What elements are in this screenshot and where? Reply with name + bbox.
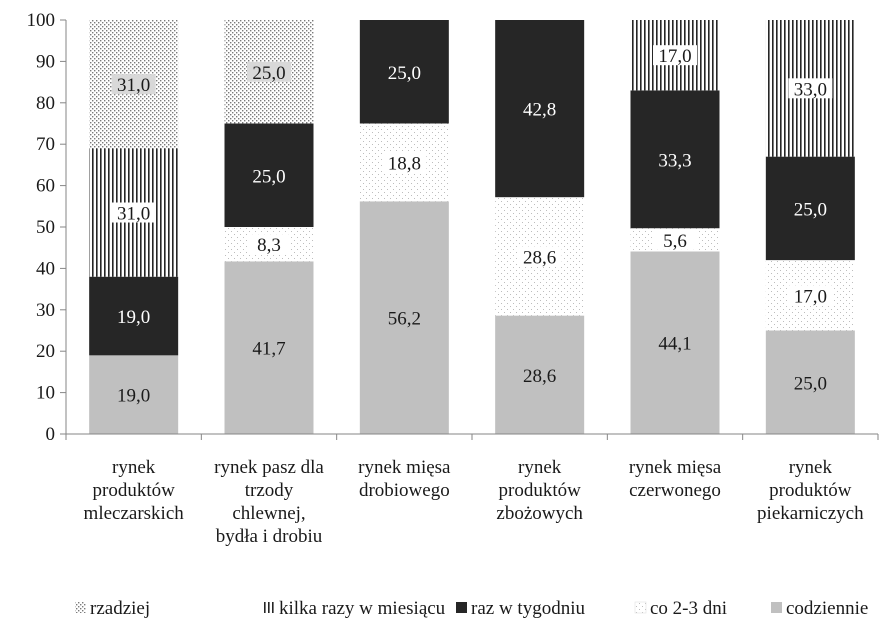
y-tick-label: 20: [36, 341, 55, 362]
data-label: 33,0: [794, 79, 827, 100]
x-category-label: rynek produktów piekarniczych: [757, 457, 864, 524]
x-category-label: rynek mięsa drobiowego: [358, 457, 451, 501]
data-label: 41,7: [252, 339, 285, 360]
y-tick-label: 0: [46, 424, 56, 445]
y-tick-label: 50: [36, 217, 55, 238]
data-label: 28,6: [523, 247, 556, 268]
y-axis: 0 10 20 30 40 50 60 70 80 90 100: [27, 10, 67, 445]
bar-segment: [359, 201, 449, 434]
data-label-background: [111, 202, 156, 223]
y-tick-label: 80: [36, 93, 55, 114]
data-label: 8,3: [257, 235, 281, 256]
legend-swatch: [456, 602, 467, 613]
legend-swatch: [264, 602, 275, 613]
legend-label: rzadziej: [90, 598, 150, 619]
data-label-background: [788, 285, 833, 306]
bar-segment: [224, 261, 314, 434]
bar-segment: [359, 20, 449, 124]
x-axis: rynek produktów mleczarskich rynek pasz dla…: [65, 433, 879, 547]
data-label: 28,6: [523, 366, 556, 387]
data-label-background: [653, 229, 697, 250]
data-label-background: [111, 74, 156, 95]
plot-area: 19,0 19,0 31,0 31,0 41,7 8,3 25,0 25,0 56,2 18,8 2…: [89, 20, 855, 434]
bar-segment: [630, 90, 720, 229]
data-label: 31,0: [117, 204, 150, 225]
data-label: 25,0: [388, 63, 421, 84]
y-tick-label: 100: [27, 10, 56, 31]
data-label: 25,0: [252, 63, 285, 84]
x-category-label: rynek produktów mleczarskich: [84, 457, 185, 524]
data-label: 25,0: [252, 166, 285, 187]
bar-segment: [765, 330, 855, 434]
legend-swatch: [634, 601, 647, 614]
data-label-background: [382, 152, 427, 173]
x-category-label: rynek mięsa czerwonego: [629, 457, 722, 501]
legend-swatch: [75, 602, 86, 613]
data-label-background: [653, 45, 697, 66]
data-label: 25,0: [794, 199, 827, 220]
legend: rzadziej kilka razy w miesiącu raz w tygod…: [75, 598, 868, 619]
data-label-background: [517, 246, 562, 267]
data-label: 56,2: [388, 309, 421, 330]
data-label: 19,0: [117, 386, 150, 407]
data-label: 17,0: [794, 286, 827, 307]
x-category-label: rynek pasz dla trzody chlewnej, bydła i dro…: [214, 457, 324, 547]
bar-segment: [495, 315, 585, 434]
legend-label: codziennie: [786, 598, 868, 619]
y-tick-label: 70: [36, 134, 55, 155]
legend-label: raz w tygodniu: [471, 598, 585, 619]
data-label: 5,6: [663, 231, 687, 252]
y-tick-label: 30: [36, 300, 55, 321]
data-label-background: [247, 61, 291, 82]
data-label: 44,1: [658, 334, 691, 355]
data-label: 42,8: [523, 100, 556, 121]
bar-segment: [89, 276, 179, 356]
data-label: 17,0: [658, 46, 691, 67]
bar-segment: [224, 123, 314, 227]
y-tick-label: 40: [36, 258, 55, 279]
y-tick-label: 10: [36, 383, 55, 404]
bar-segment: [89, 355, 179, 434]
data-label: 19,0: [117, 307, 150, 328]
y-tick-label: 90: [36, 51, 55, 72]
bar-segment: [630, 251, 720, 434]
legend-label: kilka razy w miesiącu: [279, 598, 446, 619]
bar-segment: [495, 20, 585, 198]
y-tick-label: 60: [36, 176, 55, 197]
x-category-label: rynek produktów zbożowych: [496, 457, 583, 524]
data-label-background: [788, 78, 833, 99]
data-label: 18,8: [388, 153, 421, 174]
data-label: 33,3: [658, 150, 691, 171]
data-label-background: [247, 234, 291, 255]
legend-swatch: [771, 602, 782, 613]
data-label: 31,0: [117, 75, 150, 96]
bar-segment: [765, 156, 855, 261]
data-label: 25,0: [794, 373, 827, 394]
legend-label: co 2-3 dni: [650, 598, 727, 619]
